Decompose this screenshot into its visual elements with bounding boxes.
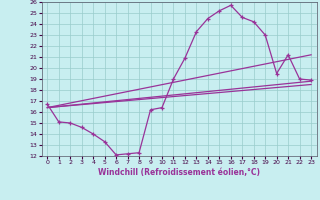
X-axis label: Windchill (Refroidissement éolien,°C): Windchill (Refroidissement éolien,°C) — [98, 168, 260, 177]
